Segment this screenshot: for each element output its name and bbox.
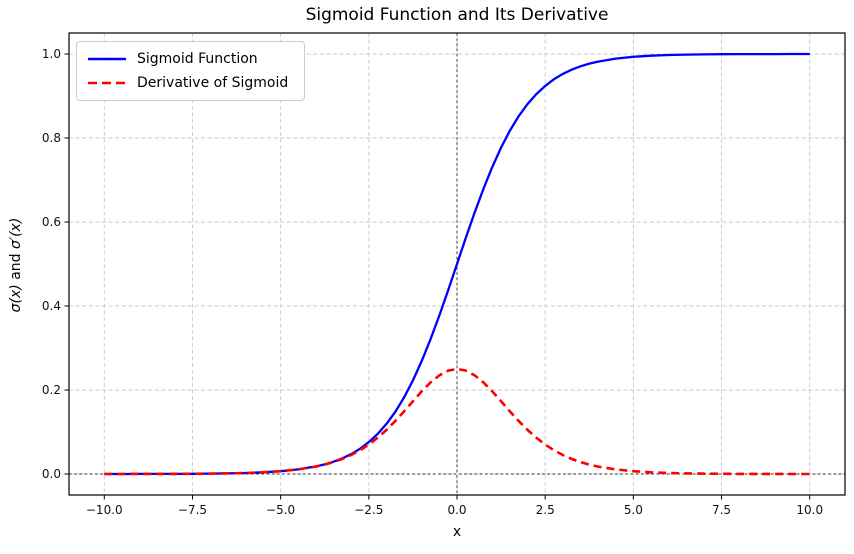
x-tick-label: −10.0 [85, 503, 123, 517]
y-axis-label: σ(x) and σ′(x) [8, 135, 24, 395]
y-tick-label: 0.8 [41, 130, 61, 145]
x-tick-label: −5.0 [266, 503, 296, 517]
legend-line-dashed-icon [88, 81, 126, 85]
y-tick-label: 0.6 [41, 214, 61, 229]
x-tick-label: 5.0 [623, 503, 643, 517]
legend-item-sigmoid: Sigmoid Function [87, 51, 288, 67]
x-tick-label: 2.5 [535, 503, 555, 517]
x-axis-label: x [452, 524, 462, 540]
y-tick-label: 0.0 [41, 466, 61, 481]
y-tick-label: 1.0 [41, 46, 61, 61]
y-axis-label-text: and [8, 248, 24, 285]
x-tick-label: 7.5 [711, 503, 732, 517]
legend-label-sigmoid: Sigmoid Function [137, 51, 258, 67]
y-tick-label: 0.2 [41, 382, 61, 397]
legend: Sigmoid Function Derivative of Sigmoid [76, 41, 306, 101]
x-tick-label: 0.0 [447, 503, 467, 517]
curve-sigmoid [104, 52, 810, 476]
y-tick-label: 0.4 [41, 298, 61, 313]
chart-title: Sigmoid Function and Its Derivative [305, 5, 609, 25]
x-tick-label: −2.5 [354, 503, 384, 517]
x-tick-label: −7.5 [177, 503, 208, 517]
legend-line-solid-icon [88, 57, 126, 61]
legend-item-derivative: Derivative of Sigmoid [87, 75, 288, 91]
x-tick-label: 10.0 [796, 503, 824, 517]
legend-label-derivative: Derivative of Sigmoid [137, 75, 289, 91]
